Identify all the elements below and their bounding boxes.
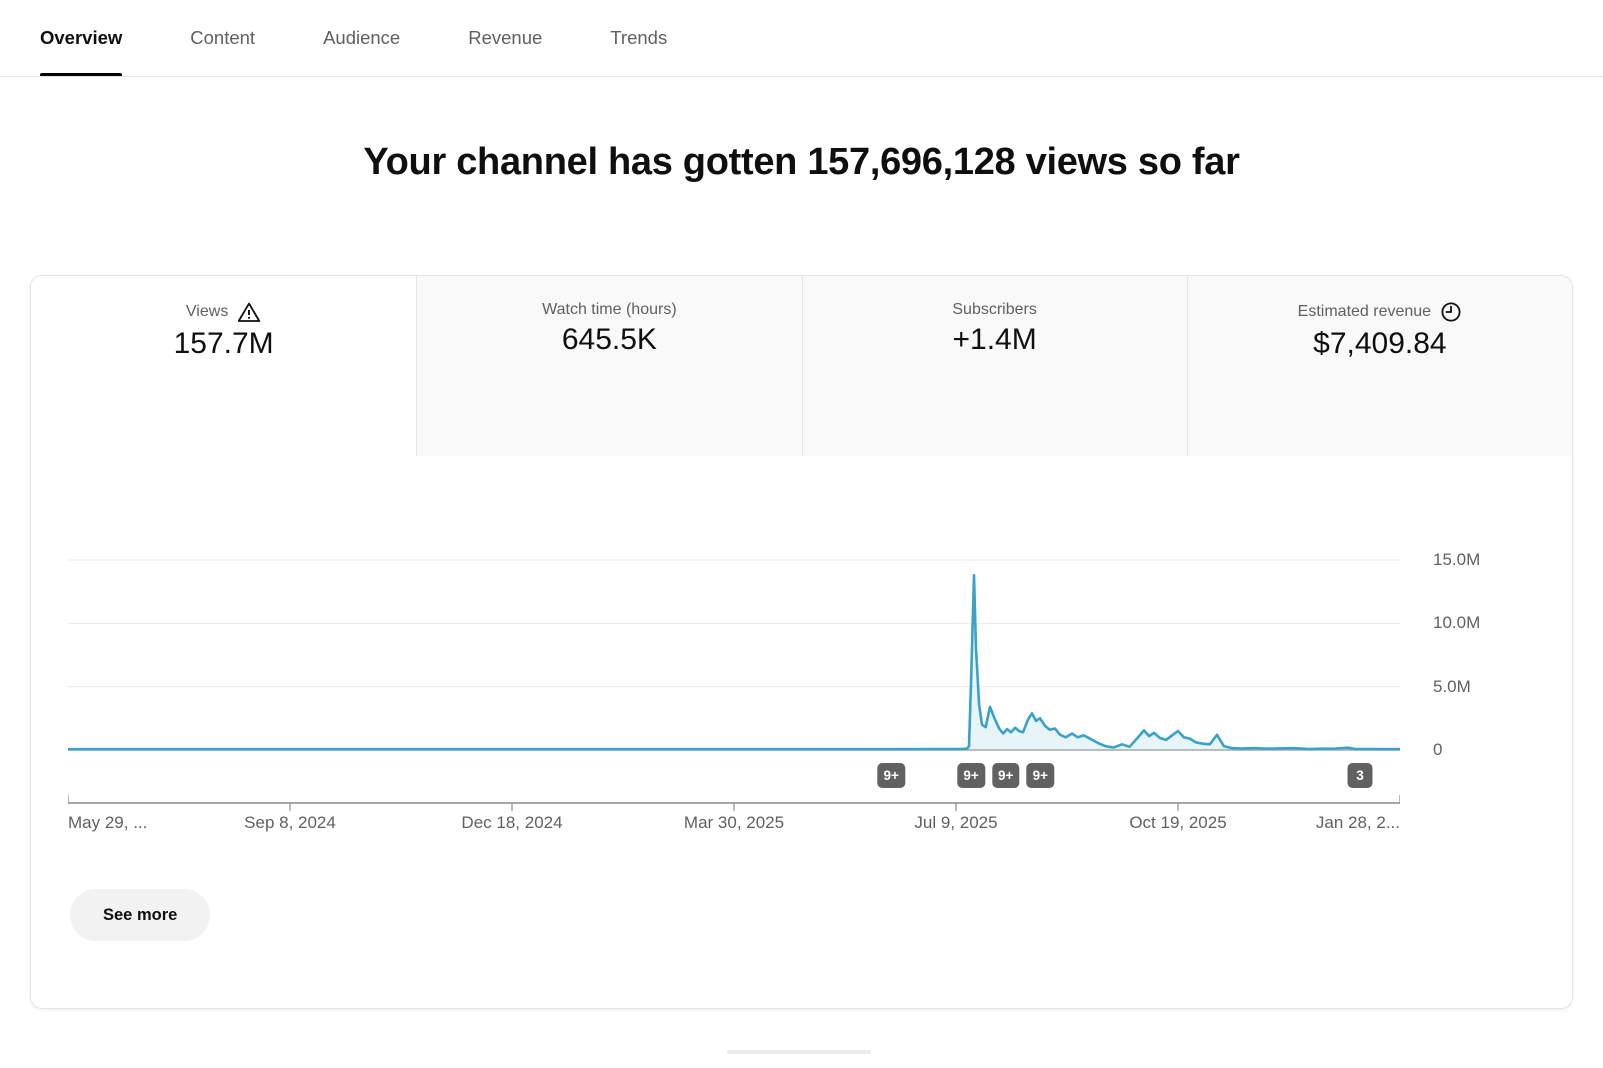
overview-card: Views 157.7M Watch time (hours) 645.5K <box>30 275 1573 1009</box>
x-axis-label: Oct 19, 2025 <box>1129 813 1227 832</box>
chart-anomaly-badge[interactable]: 9+ <box>992 763 1020 788</box>
views-chart-svg[interactable] <box>68 540 1400 812</box>
metric-tabs-row: Views 157.7M Watch time (hours) 645.5K <box>31 276 1572 456</box>
tab-content[interactable]: Content <box>190 0 255 76</box>
metric-value-views: 157.7M <box>173 327 274 360</box>
chart-anomaly-badge[interactable]: 9+ <box>877 763 905 788</box>
clock-icon <box>1440 301 1462 323</box>
metric-value-estimated-revenue: $7,409.84 <box>1313 327 1447 360</box>
chart-anomaly-badge[interactable]: 9+ <box>957 763 985 788</box>
metric-tab-views[interactable]: Views 157.7M <box>31 276 417 456</box>
x-axis-label: Dec 18, 2024 <box>461 813 563 832</box>
x-axis-label: Mar 30, 2025 <box>683 813 785 832</box>
chart-anomaly-badge[interactable]: 9+ <box>1026 763 1055 788</box>
tab-revenue[interactable]: Revenue <box>468 0 542 76</box>
x-axis-label: Sep 8, 2024 <box>244 813 336 832</box>
y-axis-label: 5.0M <box>1433 676 1471 696</box>
metric-tab-subscribers[interactable]: Subscribers +1.4M <box>801 276 1187 456</box>
tab-overview[interactable]: Overview <box>40 0 123 76</box>
see-more-button[interactable]: See more <box>70 889 211 941</box>
metric-label: Watch time (hours) <box>542 301 677 318</box>
page-title: Your channel has gotten 157,696,128 view… <box>363 141 1240 183</box>
chart-anomaly-badge[interactable]: 3 <box>1347 763 1373 788</box>
metric-label: Estimated revenue <box>1298 301 1462 323</box>
metric-tab-watch-time[interactable]: Watch time (hours) 645.5K <box>416 276 802 456</box>
tab-trends[interactable]: Trends <box>610 0 667 76</box>
bottom-skeleton-bar <box>727 1050 871 1054</box>
x-axis-label: Jan 28, 2... <box>1315 813 1400 832</box>
warning-icon <box>237 301 261 323</box>
metric-value-subscribers: +1.4M <box>952 323 1037 356</box>
x-axis-label: May 29, ... <box>68 813 148 832</box>
y-axis-label: 0 <box>1433 740 1443 759</box>
x-axis-label: Jul 9, 2025 <box>914 813 998 832</box>
metric-value-watch-time: 645.5K <box>561 323 657 356</box>
metric-label: Subscribers <box>952 301 1037 318</box>
y-axis-label: 10.0M <box>1433 613 1481 633</box>
metric-tab-estimated-revenue[interactable]: Estimated revenue $7,409.84 <box>1186 276 1572 456</box>
tab-audience[interactable]: Audience <box>323 0 400 76</box>
metric-label: Views <box>186 301 261 323</box>
y-axis-label: 15.0M <box>1433 550 1481 569</box>
analytics-tab-bar: Overview Content Audience Revenue Trends <box>0 0 1603 77</box>
